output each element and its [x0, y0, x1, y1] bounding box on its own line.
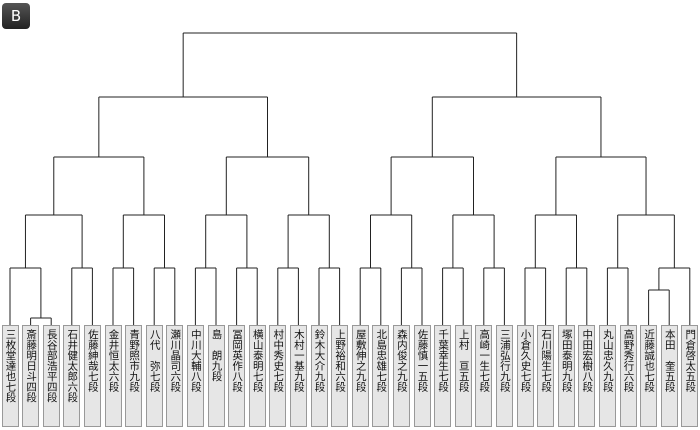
- player-name: 中田宏樹八段: [578, 325, 596, 427]
- player-name: 森内俊之九段: [392, 325, 410, 427]
- player-name: 塚田泰明九段: [557, 325, 575, 427]
- player-name: 石川陽生七段: [537, 325, 555, 427]
- player-name: 冨岡英作八段: [228, 325, 246, 427]
- player-name: 横山泰明七段: [248, 325, 266, 427]
- player-name: 佐藤紳哉七段: [83, 325, 101, 427]
- player-name: 丸山忠久九段: [598, 325, 616, 427]
- player-name: 高崎一生七段: [475, 325, 493, 427]
- player-name: 近藤誠也七段: [640, 325, 658, 427]
- player-name: 門倉啓太五段: [681, 325, 699, 427]
- player-name: 村中秀史七段: [269, 325, 287, 427]
- player-name: 島 朗九段: [207, 325, 225, 427]
- player-name: 木村一基九段: [289, 325, 307, 427]
- player-name: 千葉幸生七段: [434, 325, 452, 427]
- player-name: 高野秀行六段: [619, 325, 637, 427]
- player-name: 金井恒太六段: [104, 325, 122, 427]
- player-name: 瀬川晶司六段: [166, 325, 184, 427]
- player-name: 中川大輔八段: [186, 325, 204, 427]
- player-name: 鈴木大介九段: [310, 325, 328, 427]
- player-name: 長谷部浩平四段: [42, 325, 60, 427]
- player-name: 斎藤明日斗四段: [22, 325, 40, 427]
- player-name: 青野照市九段: [125, 325, 143, 427]
- player-name: 上野裕和六段: [331, 325, 349, 427]
- player-name: 石井健太郎六段: [63, 325, 81, 427]
- player-name: 佐藤慎一五段: [413, 325, 431, 427]
- player-name: 北島忠雄七段: [372, 325, 390, 427]
- player-name: 本田 奎五段: [660, 325, 678, 427]
- player-name: 小倉久史七段: [516, 325, 534, 427]
- player-name: 三浦弘行九段: [495, 325, 513, 427]
- player-name: 八代 弥七段: [145, 325, 163, 427]
- player-name: 上村 亘五段: [454, 325, 472, 427]
- block-label: B: [2, 3, 30, 29]
- player-name: 三枚堂達也七段: [1, 325, 19, 427]
- player-name: 屋敷伸之九段: [351, 325, 369, 427]
